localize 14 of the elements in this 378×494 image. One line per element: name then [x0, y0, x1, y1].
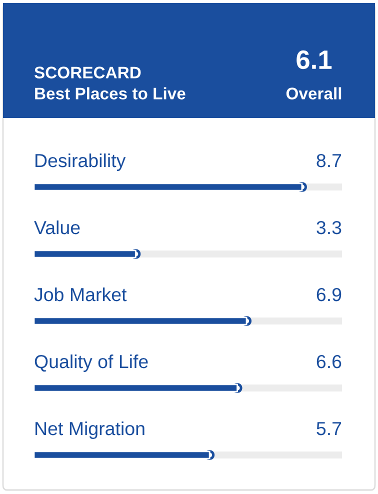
text: Overall: [286, 87, 342, 100]
data-label: 6.6: [316, 354, 342, 368]
y-tick-label: Job Market: [34, 287, 127, 302]
chart-subtitle: Best Places to Live: [35, 87, 186, 100]
y-tick-label: Net Migration: [36, 421, 144, 439]
data-label: 8.7: [316, 154, 342, 168]
data-label: 6.9: [316, 288, 342, 302]
y-tick-label: Desirability: [36, 153, 126, 171]
y-tick-label: Value: [34, 220, 80, 234]
chart-title: SCORECARD: [34, 66, 141, 78]
data-label: 5.7: [316, 422, 342, 436]
y-tick-label: Quality of Life: [34, 354, 148, 372]
text: 6.1: [296, 50, 332, 70]
data-label: 3.3: [316, 220, 342, 234]
